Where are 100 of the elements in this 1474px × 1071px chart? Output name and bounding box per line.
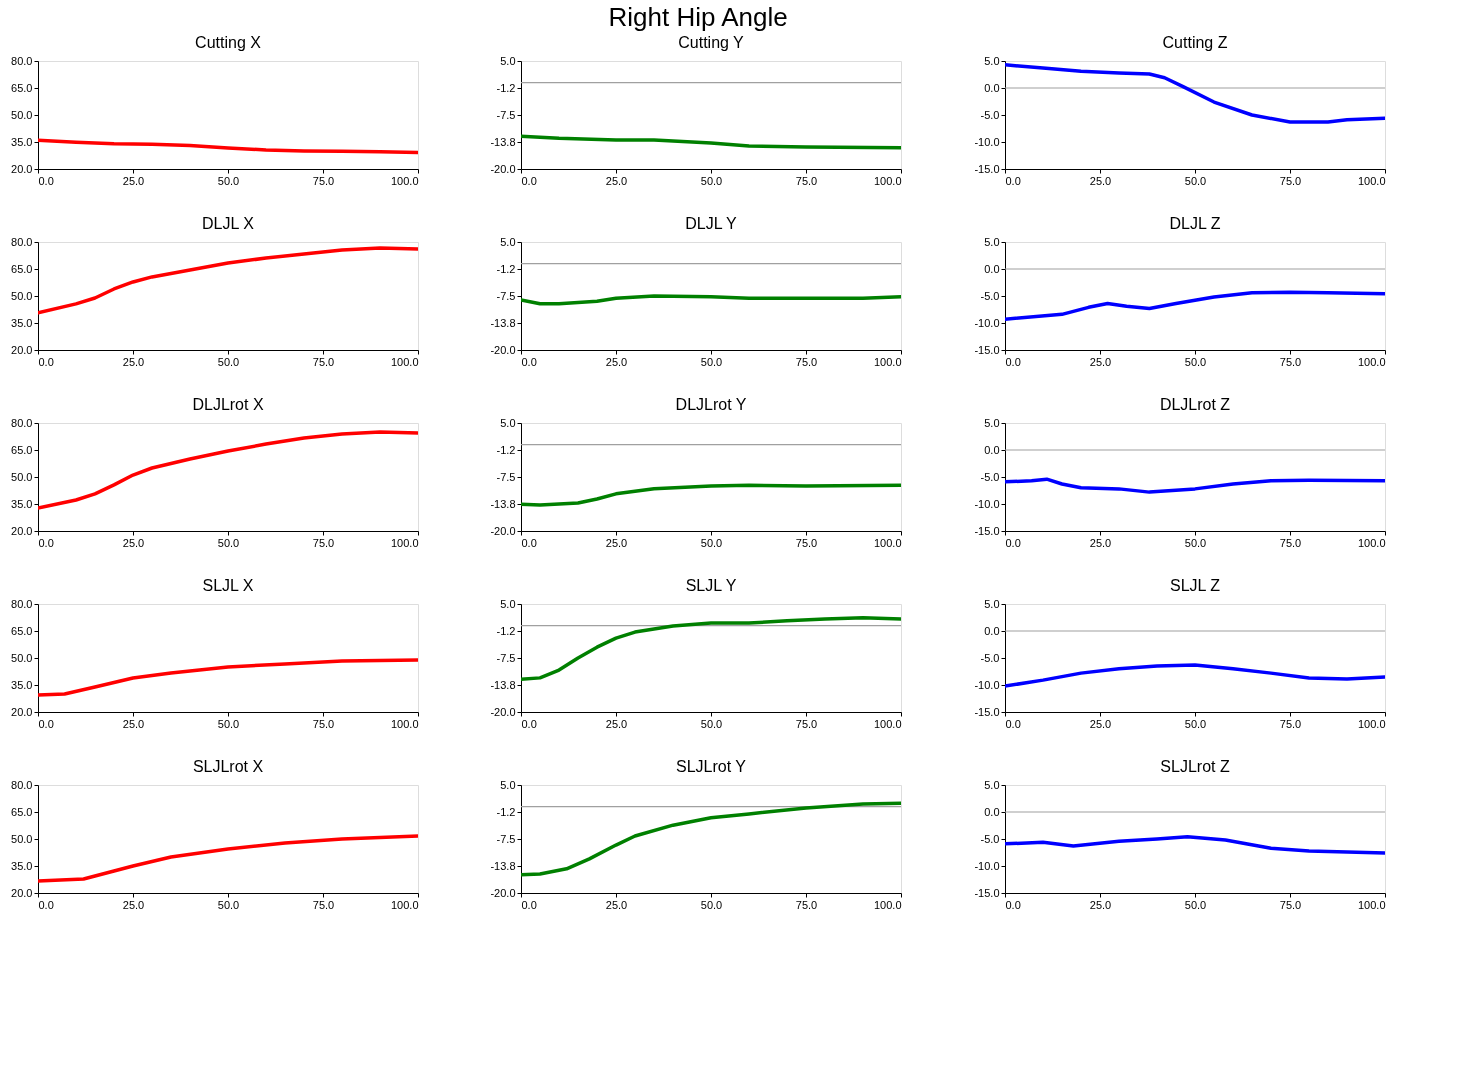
chart-title: Cutting Z [1162,34,1228,51]
y-tick-label: -20.0 [490,343,516,356]
x-tick-label: 100.0 [390,898,419,911]
x-tick-label: 100.0 [390,174,419,187]
x-tick-label: 75.0 [312,898,335,911]
chart-title: SLJL X [202,577,254,594]
x-tick-label: 100.0 [1357,717,1386,730]
y-tick-label: -5.0 [980,289,1000,302]
x-tick-label: 25.0 [605,898,628,911]
x-tick-label: 100.0 [873,174,902,187]
y-tick-label: 0.0 [984,805,1000,818]
y-tick-label: 35.0 [11,859,33,872]
x-tick-label: 100.0 [1357,355,1386,368]
x-tick-label: 100.0 [390,355,419,368]
chart-title: SLJLrot X [192,758,264,775]
y-tick-label: 35.0 [11,135,33,148]
x-tick-label: 25.0 [605,536,628,549]
y-tick-label: -1.2 [496,805,516,818]
chart-title: SLJL Z [1169,577,1221,594]
y-tick-label: 5.0 [984,54,1000,67]
x-tick-label: 75.0 [312,717,335,730]
line-series [38,246,418,315]
y-tick-label: 80.0 [11,778,33,791]
y-tick-label: 0.0 [984,262,1000,275]
x-tick-label: 0.0 [38,536,54,549]
x-tick-label: 50.0 [1184,174,1207,187]
line-series [521,616,901,681]
y-tick-label: 50.0 [11,651,33,664]
y-tick-label: -10.0 [974,678,1000,691]
x-tick-label: 25.0 [605,355,628,368]
y-tick-label: -7.5 [496,470,516,483]
line-series [1005,290,1385,321]
y-tick-label: 50.0 [11,289,33,302]
x-tick-label: 50.0 [700,898,723,911]
y-tick-label: -15.0 [974,343,1000,356]
y-tick-label: 35.0 [11,678,33,691]
x-tick-label: 100.0 [873,536,902,549]
x-tick-label: 25.0 [122,355,145,368]
y-tick-label: 5.0 [500,54,516,67]
x-tick-label: 50.0 [1184,536,1207,549]
x-tick-label: 50.0 [217,717,240,730]
chart-title: DLJLrot Z [1159,396,1231,413]
y-tick-label: 0.0 [984,81,1000,94]
x-tick-label: 25.0 [1089,536,1112,549]
x-tick-label: 75.0 [312,174,335,187]
x-tick-label: 25.0 [1089,355,1112,368]
x-tick-label: 100.0 [1357,898,1386,911]
chart-title: DLJLrot Y [675,396,747,413]
y-tick-label: -5.0 [980,108,1000,121]
x-tick-label: 100.0 [1357,536,1386,549]
x-tick-label: 75.0 [1279,536,1302,549]
y-tick-label: -1.2 [496,443,516,456]
text: Right Hip Angle [608,1,788,32]
x-tick-label: 75.0 [312,536,335,549]
y-tick-label: -15.0 [974,886,1000,899]
x-tick-label: 0.0 [1005,717,1021,730]
x-tick-label: 25.0 [1089,717,1112,730]
line-series [521,483,901,507]
x-tick-label: 75.0 [1279,898,1302,911]
x-tick-label: 50.0 [217,174,240,187]
y-tick-label: -13.8 [490,678,516,691]
y-tick-label: 5.0 [984,778,1000,791]
chart-title: Cutting X [195,34,262,51]
x-tick-label: 0.0 [38,174,54,187]
y-tick-label: -5.0 [980,470,1000,483]
y-tick-label: -5.0 [980,832,1000,845]
line-series [38,430,418,510]
y-tick-label: 0.0 [984,443,1000,456]
x-tick-label: 50.0 [1184,898,1207,911]
line-series [38,834,418,883]
y-tick-label: 50.0 [11,108,33,121]
y-tick-label: 20.0 [11,524,33,537]
y-tick-label: -13.8 [490,859,516,872]
y-tick-label: -15.0 [974,705,1000,718]
x-tick-label: 50.0 [700,717,723,730]
y-tick-label: -20.0 [490,524,516,537]
x-tick-label: 75.0 [795,174,818,187]
x-tick-label: 25.0 [122,174,145,187]
y-tick-label: 80.0 [11,416,33,429]
x-tick-label: 50.0 [700,536,723,549]
x-tick-label: 0.0 [521,717,537,730]
y-tick-label: -7.5 [496,832,516,845]
line-series [38,658,418,697]
x-tick-label: 25.0 [122,898,145,911]
y-tick-label: 65.0 [11,624,33,637]
line-series [1005,63,1385,124]
x-tick-label: 75.0 [1279,174,1302,187]
y-tick-label: -10.0 [974,135,1000,148]
y-tick-label: 80.0 [11,54,33,67]
x-tick-label: 75.0 [1279,717,1302,730]
x-tick-label: 50.0 [217,536,240,549]
y-tick-label: 65.0 [11,805,33,818]
y-tick-label: 65.0 [11,262,33,275]
y-tick-label: -13.8 [490,135,516,148]
y-tick-label: -7.5 [496,289,516,302]
y-tick-label: 5.0 [500,235,516,248]
x-tick-label: 0.0 [1005,536,1021,549]
chart-title: DLJLrot X [192,396,264,413]
y-tick-label: -10.0 [974,497,1000,510]
x-tick-label: 50.0 [217,355,240,368]
